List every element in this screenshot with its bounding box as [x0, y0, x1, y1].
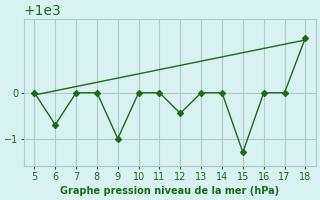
X-axis label: Graphe pression niveau de la mer (hPa): Graphe pression niveau de la mer (hPa)	[60, 186, 279, 196]
